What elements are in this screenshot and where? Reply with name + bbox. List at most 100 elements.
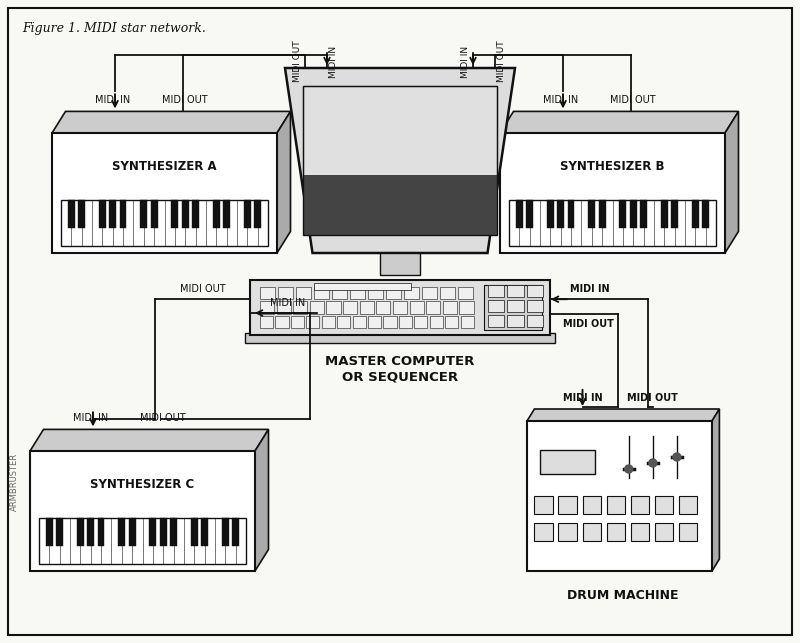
Text: MIDI OUT: MIDI OUT (610, 95, 655, 105)
FancyBboxPatch shape (254, 200, 261, 228)
FancyBboxPatch shape (527, 421, 712, 571)
Polygon shape (500, 111, 738, 133)
FancyBboxPatch shape (589, 200, 595, 228)
FancyBboxPatch shape (442, 302, 457, 314)
Text: MIDI OUT: MIDI OUT (180, 284, 226, 294)
FancyBboxPatch shape (260, 287, 275, 299)
Text: SYNTHESIZER C: SYNTHESIZER C (90, 478, 194, 491)
FancyBboxPatch shape (332, 287, 347, 299)
FancyBboxPatch shape (310, 302, 324, 314)
FancyBboxPatch shape (671, 200, 678, 228)
Text: MIDI OUT: MIDI OUT (562, 319, 614, 329)
FancyBboxPatch shape (661, 200, 668, 228)
Text: MIDI IN: MIDI IN (270, 298, 306, 308)
FancyBboxPatch shape (404, 287, 419, 299)
FancyBboxPatch shape (291, 316, 304, 329)
FancyBboxPatch shape (46, 518, 53, 547)
FancyBboxPatch shape (440, 287, 455, 299)
FancyBboxPatch shape (507, 300, 524, 312)
FancyBboxPatch shape (61, 200, 268, 246)
FancyBboxPatch shape (630, 200, 637, 228)
FancyBboxPatch shape (232, 518, 239, 547)
Text: ARMBRUSTER: ARMBRUSTER (10, 453, 18, 511)
FancyBboxPatch shape (386, 287, 402, 299)
FancyBboxPatch shape (322, 316, 335, 329)
FancyBboxPatch shape (182, 200, 189, 228)
FancyBboxPatch shape (606, 523, 625, 541)
FancyBboxPatch shape (582, 523, 601, 541)
FancyBboxPatch shape (488, 300, 504, 312)
FancyBboxPatch shape (383, 316, 397, 329)
Polygon shape (527, 409, 719, 421)
FancyBboxPatch shape (458, 287, 474, 299)
FancyBboxPatch shape (558, 200, 564, 228)
FancyBboxPatch shape (278, 287, 294, 299)
Text: MIDI OUT: MIDI OUT (140, 413, 186, 423)
FancyBboxPatch shape (78, 200, 85, 228)
FancyBboxPatch shape (380, 253, 420, 275)
FancyBboxPatch shape (77, 518, 84, 547)
FancyBboxPatch shape (306, 316, 319, 329)
FancyBboxPatch shape (598, 200, 606, 228)
Text: DRUM MACHINE: DRUM MACHINE (567, 589, 679, 602)
FancyBboxPatch shape (303, 86, 497, 178)
FancyBboxPatch shape (692, 200, 698, 228)
Polygon shape (285, 68, 515, 253)
FancyBboxPatch shape (582, 496, 601, 514)
Text: MIDI OUT: MIDI OUT (294, 41, 302, 82)
FancyBboxPatch shape (654, 523, 673, 541)
FancyBboxPatch shape (526, 285, 543, 297)
FancyBboxPatch shape (619, 200, 626, 228)
Text: MIDI IN: MIDI IN (562, 393, 602, 403)
FancyBboxPatch shape (606, 496, 625, 514)
FancyBboxPatch shape (414, 316, 427, 329)
FancyBboxPatch shape (526, 315, 543, 327)
FancyBboxPatch shape (343, 302, 358, 314)
FancyBboxPatch shape (360, 302, 374, 314)
Circle shape (673, 453, 681, 461)
FancyBboxPatch shape (368, 287, 383, 299)
FancyBboxPatch shape (488, 285, 504, 297)
FancyBboxPatch shape (275, 316, 289, 329)
Polygon shape (725, 111, 738, 253)
FancyBboxPatch shape (141, 200, 147, 228)
FancyBboxPatch shape (337, 316, 350, 329)
FancyBboxPatch shape (410, 302, 424, 314)
FancyBboxPatch shape (87, 518, 94, 547)
FancyBboxPatch shape (296, 287, 311, 299)
FancyBboxPatch shape (150, 200, 158, 228)
Text: MIDI IN: MIDI IN (570, 284, 610, 294)
FancyBboxPatch shape (558, 496, 577, 514)
FancyBboxPatch shape (516, 200, 522, 228)
FancyBboxPatch shape (507, 285, 524, 297)
FancyBboxPatch shape (484, 285, 542, 330)
FancyBboxPatch shape (30, 451, 255, 571)
FancyBboxPatch shape (399, 316, 412, 329)
FancyBboxPatch shape (170, 518, 177, 547)
FancyBboxPatch shape (52, 133, 277, 253)
Text: MASTER COMPUTER
OR SEQUENCER: MASTER COMPUTER OR SEQUENCER (326, 355, 474, 383)
FancyBboxPatch shape (244, 200, 250, 228)
FancyBboxPatch shape (534, 523, 553, 541)
FancyBboxPatch shape (534, 496, 553, 514)
Polygon shape (30, 430, 269, 451)
Polygon shape (277, 111, 290, 253)
FancyBboxPatch shape (558, 523, 577, 541)
FancyBboxPatch shape (202, 518, 208, 547)
FancyBboxPatch shape (223, 200, 230, 228)
FancyBboxPatch shape (500, 133, 725, 253)
FancyBboxPatch shape (8, 8, 792, 635)
Circle shape (625, 465, 633, 473)
FancyBboxPatch shape (303, 176, 497, 235)
FancyBboxPatch shape (191, 518, 198, 547)
FancyBboxPatch shape (540, 449, 595, 473)
FancyBboxPatch shape (213, 200, 220, 228)
FancyBboxPatch shape (222, 518, 229, 547)
Text: Figure 1. MIDI star network.: Figure 1. MIDI star network. (22, 22, 206, 35)
FancyBboxPatch shape (56, 518, 63, 547)
FancyBboxPatch shape (426, 302, 440, 314)
FancyBboxPatch shape (98, 518, 105, 547)
Text: MIDI IN: MIDI IN (95, 95, 130, 105)
Text: MIDI IN: MIDI IN (330, 46, 338, 78)
FancyBboxPatch shape (526, 300, 543, 312)
